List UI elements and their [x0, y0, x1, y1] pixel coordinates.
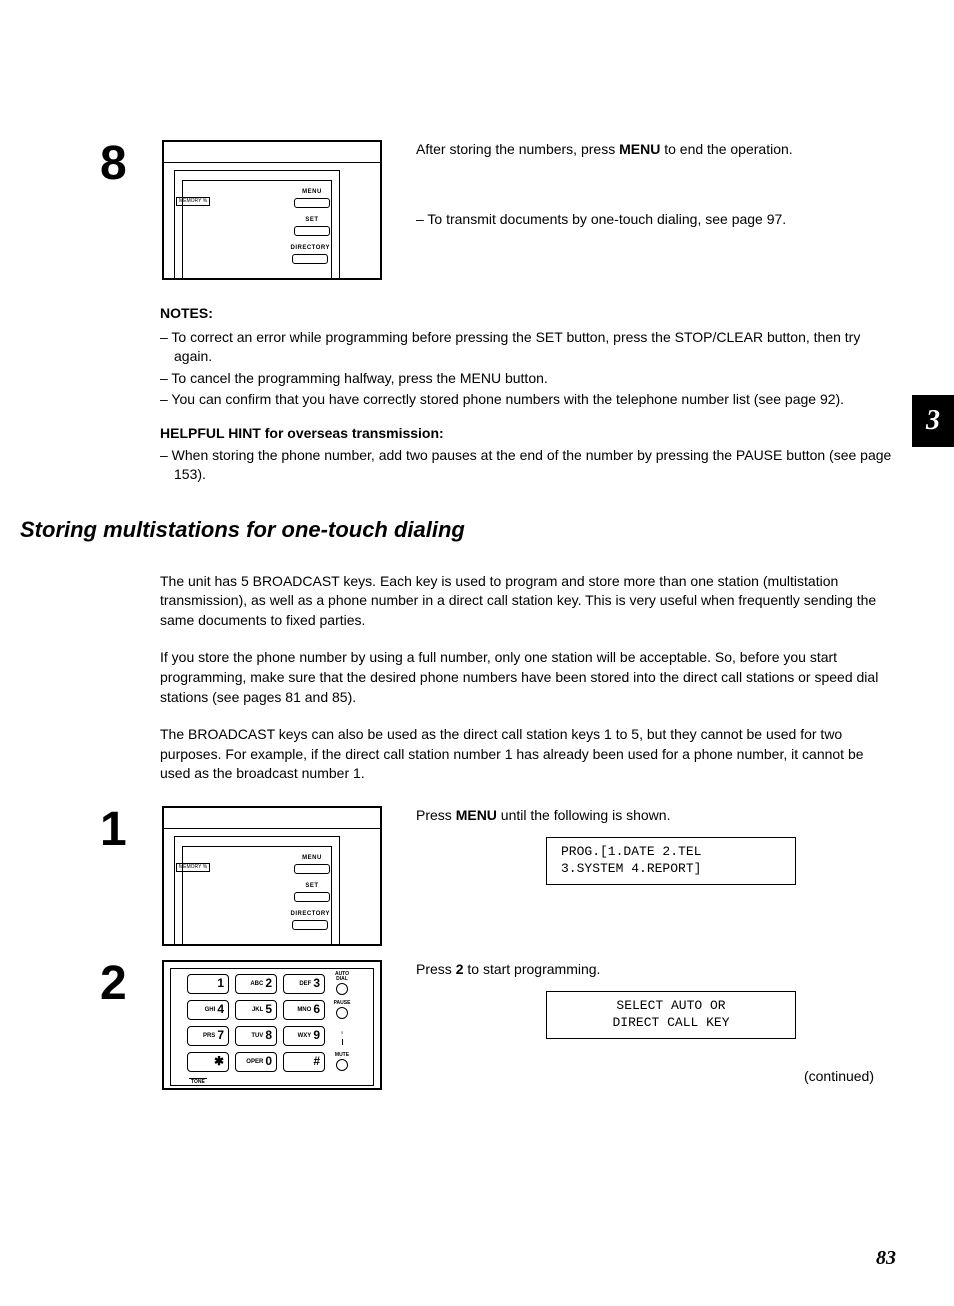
keypad-key: 1: [187, 974, 229, 994]
step2-text: Press 2 to start programming. SELECT AUT…: [400, 960, 894, 1099]
menu-button-icon: [294, 864, 330, 874]
keypad-illustration: 1 ABC2 DEF3 AUTO DIAL GHI4 JKL5 MNO6 PAUSE PRS7 T…: [162, 960, 382, 1090]
set-button-icon: [294, 226, 330, 236]
keypad-key: #: [283, 1052, 325, 1072]
set-btn-label: SET: [305, 882, 318, 890]
hint-block: HELPFUL HINT for overseas transmission: …: [160, 424, 894, 485]
note-item: – To correct an error while programming …: [160, 328, 894, 367]
section-tab: 3: [912, 395, 954, 447]
keypad-key: JKL5: [235, 1000, 277, 1020]
keypad-side: PAUSE: [331, 1001, 353, 1019]
keypad-key: OPER0: [235, 1052, 277, 1072]
step1-text-after: until the following is shown.: [497, 807, 671, 823]
step-2: 2 1 ABC2 DEF3 AUTO DIAL GHI4 JKL5 MNO6 PAUSE PRS…: [100, 960, 894, 1099]
keypad-side: AUTO DIAL: [331, 972, 353, 995]
intro-para-3: The BROADCAST keys can also be used as t…: [160, 725, 894, 784]
menu-button-icon: [294, 198, 330, 208]
step1-text-bold: MENU: [456, 807, 497, 823]
step8-text: After storing the numbers, press MENU to…: [400, 140, 894, 280]
intro-para-1: The unit has 5 BROADCAST keys. Each key …: [160, 572, 894, 631]
set-btn-label: SET: [305, 216, 318, 224]
keypad-key: DEF3: [283, 974, 325, 994]
lcd-line: 3.SYSTEM 4.REPORT]: [561, 861, 781, 878]
lcd-line: SELECT AUTO OR: [561, 998, 781, 1015]
memory-label: MEMORY %: [176, 197, 210, 206]
directory-button-icon: [292, 920, 328, 930]
directory-btn-label: DIRECTORY: [290, 244, 330, 252]
step8-text-after: to end the operation.: [660, 141, 792, 157]
hint-heading: HELPFUL HINT for overseas transmission:: [160, 424, 894, 444]
tone-label: TONE: [189, 1078, 207, 1086]
step1-text-before: Press: [416, 807, 456, 823]
keypad-key: GHI4: [187, 1000, 229, 1020]
notes-block: NOTES: – To correct an error while progr…: [160, 304, 894, 410]
step-number-8: 8: [100, 140, 144, 280]
notes-heading: NOTES:: [160, 304, 894, 324]
step2-text-after: to start programming.: [463, 961, 600, 977]
step8-bullet: – To transmit documents by one-touch dia…: [416, 210, 894, 230]
panel-illustration: MEMORY % MENU SET DIRECTORY: [162, 140, 382, 280]
keypad-side: ◦: [331, 1027, 353, 1045]
step1-text: Press MENU until the following is shown.…: [400, 806, 894, 946]
step2-text-before: Press: [416, 961, 456, 977]
step8-text-bold: MENU: [619, 141, 660, 157]
lcd-display: PROG.[1.DATE 2.TEL 3.SYSTEM 4.REPORT]: [546, 837, 796, 885]
hint-item: – When storing the phone number, add two…: [160, 446, 894, 485]
directory-button-icon: [292, 254, 328, 264]
menu-btn-label: MENU: [302, 188, 322, 196]
memory-label: MEMORY %: [176, 863, 210, 872]
set-button-icon: [294, 892, 330, 902]
step8-text-before: After storing the numbers, press: [416, 141, 619, 157]
lcd-line: PROG.[1.DATE 2.TEL: [561, 844, 781, 861]
section-heading: Storing multistations for one-touch dial…: [20, 515, 894, 546]
note-item: – To cancel the programming halfway, pre…: [160, 369, 894, 389]
step-1: 1 MEMORY % MENU SET DIRECTORY Press MENU…: [100, 806, 894, 946]
page-number: 83: [876, 1244, 896, 1272]
keypad-side: MUTE: [331, 1053, 353, 1071]
lcd-display: SELECT AUTO OR DIRECT CALL KEY: [546, 991, 796, 1039]
lcd-line: DIRECT CALL KEY: [561, 1015, 781, 1032]
keypad-key: PRS7: [187, 1026, 229, 1046]
intro-para-2: If you store the phone number by using a…: [160, 648, 894, 707]
step-number-2: 2: [100, 960, 144, 1099]
panel-illustration: MEMORY % MENU SET DIRECTORY: [162, 806, 382, 946]
keypad-key: WXY9: [283, 1026, 325, 1046]
keypad-key: MNO6: [283, 1000, 325, 1020]
keypad-key: ✱: [187, 1052, 229, 1072]
continued-label: (continued): [416, 1067, 894, 1087]
step-8: 8 MEMORY % MENU SET DIRECTORY After stor…: [100, 140, 894, 280]
note-item: – You can confirm that you have correctl…: [160, 390, 894, 410]
keypad-key: ABC2: [235, 974, 277, 994]
keypad-key: TUV8: [235, 1026, 277, 1046]
menu-btn-label: MENU: [302, 854, 322, 862]
step-number-1: 1: [100, 806, 144, 946]
directory-btn-label: DIRECTORY: [290, 910, 330, 918]
